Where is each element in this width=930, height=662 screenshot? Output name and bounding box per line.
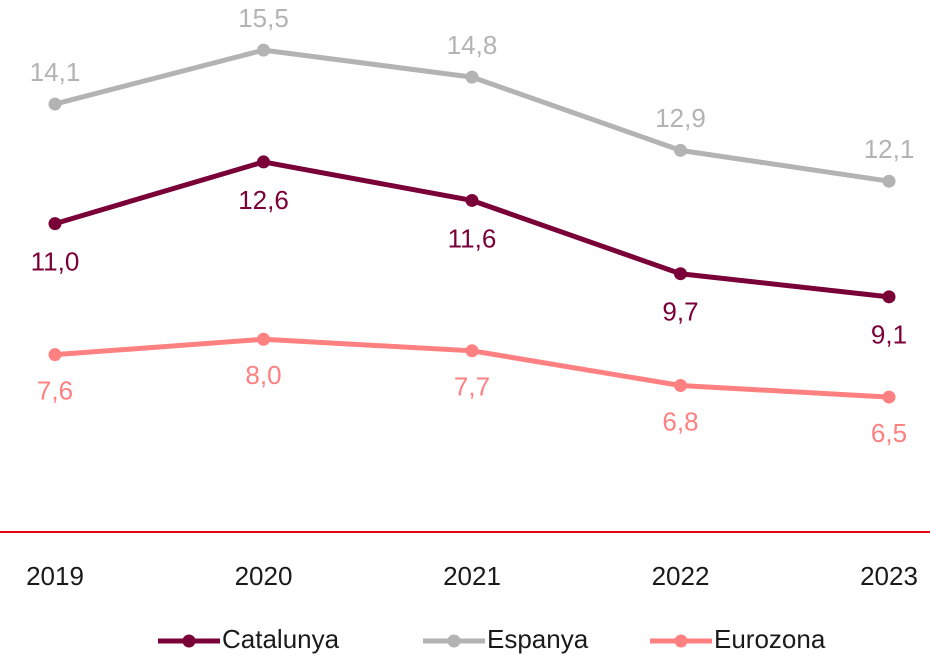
data-label: 6,5 [871,418,907,448]
legend-label: Eurozona [714,624,826,654]
x-tick-label: 2019 [26,561,84,591]
x-tick-label: 2020 [235,561,293,591]
point [674,143,687,157]
data-label: 7,6 [37,376,73,406]
legend-marker [674,634,688,648]
data-label: 8,0 [245,360,281,390]
data-label: 14,1 [30,57,81,87]
data-label: 11,0 [31,246,80,276]
x-tick-label: 2023 [860,561,918,591]
data-label: 7,7 [454,372,490,402]
point [257,332,270,346]
point [882,390,896,404]
x-tick-label: 2021 [443,561,501,591]
data-label: 9,1 [871,320,907,350]
point [882,174,896,188]
point [257,155,270,169]
data-label: 6,8 [662,406,698,436]
point [882,290,896,304]
data-label: 9,7 [662,297,698,327]
point [674,267,687,281]
x-tick-label: 2022 [652,561,710,591]
data-label: 12,1 [864,134,915,164]
point [465,70,479,84]
legend-label: Catalunya [222,624,340,654]
data-label: 12,9 [655,103,706,133]
legend-marker [182,634,196,648]
data-label: 15,5 [238,3,289,33]
data-label: 14,8 [447,30,498,60]
line [54,47,890,184]
point [48,348,62,362]
legend-marker [447,634,461,648]
point [465,193,479,207]
point [674,379,687,393]
point [465,344,479,358]
data-label: 11,6 [448,223,497,253]
point [257,43,270,57]
point [48,217,62,231]
legend-label: Espanya [487,624,589,654]
data-label: 12,6 [238,185,289,215]
point [48,97,62,111]
